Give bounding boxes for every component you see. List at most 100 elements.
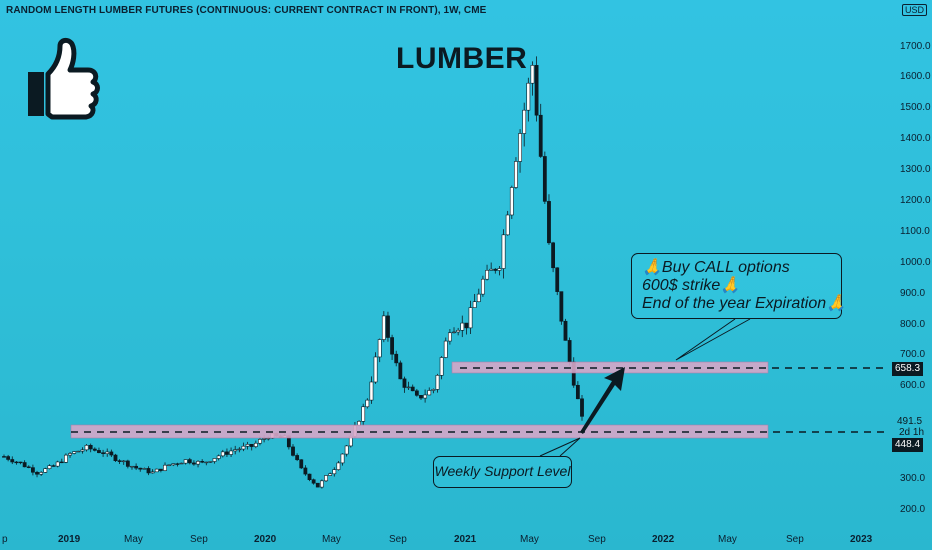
candle-body bbox=[299, 459, 304, 469]
candle-body bbox=[26, 466, 31, 468]
candle-body bbox=[340, 453, 345, 464]
time-label: 2019 bbox=[58, 534, 81, 545]
instrument-title: RANDOM LENGTH LUMBER FUTURES (CONTINUOUS… bbox=[6, 5, 487, 16]
time-label: Sep bbox=[588, 534, 606, 545]
candle-body bbox=[237, 448, 242, 451]
candle-body bbox=[212, 458, 217, 462]
candle-body bbox=[258, 439, 262, 444]
candle-body bbox=[476, 293, 481, 302]
last-price-tag: 491.5 bbox=[897, 416, 923, 427]
candle-body bbox=[324, 475, 328, 482]
candle-body bbox=[563, 320, 568, 341]
price-label: 300.0 bbox=[900, 473, 926, 484]
candle-body bbox=[291, 446, 295, 456]
candle-body bbox=[567, 340, 572, 363]
candle-body bbox=[559, 291, 564, 322]
price-label: 1000.0 bbox=[900, 257, 931, 268]
candle-body bbox=[522, 109, 527, 134]
candle-body bbox=[307, 473, 312, 481]
time-label: 2020 bbox=[254, 534, 277, 545]
time-label: 2021 bbox=[454, 534, 477, 545]
candle-body bbox=[245, 444, 250, 447]
price-label: 700.0 bbox=[900, 349, 926, 360]
candle-body bbox=[336, 462, 341, 470]
support-price-tag: 448.4 bbox=[892, 438, 924, 452]
candle-body bbox=[443, 340, 448, 358]
candle-body bbox=[361, 406, 366, 422]
candle-body bbox=[534, 65, 539, 116]
candle-body bbox=[154, 468, 159, 473]
candle-body bbox=[59, 461, 64, 464]
support-callout: Weekly Support Level bbox=[433, 456, 572, 488]
callout-line-1: 🙏Buy CALL options bbox=[642, 259, 790, 276]
candle-body bbox=[10, 459, 15, 463]
candle-body bbox=[113, 454, 118, 461]
call-box-pointer bbox=[675, 318, 751, 361]
time-label: May bbox=[322, 534, 341, 545]
candle-body bbox=[501, 234, 506, 269]
price-label: 1200.0 bbox=[900, 195, 931, 206]
time-label: May bbox=[124, 534, 143, 545]
candle-body bbox=[319, 480, 324, 488]
call-options-callout: 🙏Buy CALL options 600$ strike🙏 End of th… bbox=[631, 253, 847, 319]
candle-body bbox=[183, 459, 188, 464]
candle-body bbox=[381, 315, 386, 340]
candle-body bbox=[2, 456, 6, 458]
time-label: May bbox=[718, 534, 737, 545]
candle-body bbox=[530, 65, 535, 84]
price-label: 1100.0 bbox=[900, 226, 930, 237]
candle-body bbox=[526, 82, 531, 111]
candle-body bbox=[262, 438, 267, 440]
candle-body bbox=[344, 445, 349, 455]
candles-layer bbox=[2, 56, 584, 489]
time-label: Sep bbox=[190, 534, 208, 545]
candle-body bbox=[575, 384, 580, 400]
candle-body bbox=[39, 472, 44, 475]
candle-body bbox=[76, 450, 81, 453]
callout-line-3: End of the year Expiration🙏 bbox=[642, 295, 847, 312]
candle-body bbox=[460, 322, 465, 331]
candle-body bbox=[423, 394, 428, 399]
candle-body bbox=[472, 301, 477, 308]
candle-body bbox=[481, 278, 485, 295]
candle-body bbox=[47, 465, 52, 469]
countdown-tag: 2d 1h bbox=[899, 427, 925, 438]
candle-body bbox=[208, 461, 213, 463]
candle-body bbox=[419, 395, 423, 399]
candle-body bbox=[369, 381, 374, 401]
candle-body bbox=[196, 461, 200, 465]
candle-body bbox=[101, 452, 105, 454]
candle-body bbox=[547, 201, 551, 244]
time-label: 2023 bbox=[850, 534, 873, 545]
candle-body bbox=[303, 467, 308, 475]
candle-body bbox=[402, 378, 407, 388]
price-label: 200.0 bbox=[900, 504, 926, 515]
candle-body bbox=[204, 461, 209, 464]
candle-body bbox=[509, 187, 514, 216]
candle-body bbox=[431, 389, 436, 391]
price-label: 800.0 bbox=[900, 319, 926, 330]
candle-body bbox=[121, 460, 126, 463]
candle-body bbox=[580, 398, 584, 417]
price-label: 1300.0 bbox=[900, 164, 931, 175]
candle-body bbox=[64, 454, 68, 463]
thumbs-up-icon bbox=[28, 37, 100, 120]
currency-button[interactable]: USD bbox=[902, 4, 928, 16]
candle-body bbox=[555, 267, 560, 292]
support-box-pointer bbox=[539, 437, 581, 457]
price-label: 1500.0 bbox=[900, 102, 931, 113]
candle-body bbox=[187, 459, 192, 464]
candle-body bbox=[538, 114, 543, 157]
candle-body bbox=[249, 444, 254, 447]
candle-body bbox=[452, 331, 456, 334]
candle-body bbox=[435, 375, 440, 390]
candle-body bbox=[464, 322, 469, 329]
chart-title: LUMBER bbox=[396, 42, 528, 75]
time-label: 2022 bbox=[652, 534, 675, 545]
candle-body bbox=[134, 465, 139, 469]
candle-body bbox=[150, 471, 155, 474]
candle-body bbox=[328, 473, 333, 476]
candle-body bbox=[97, 450, 101, 454]
